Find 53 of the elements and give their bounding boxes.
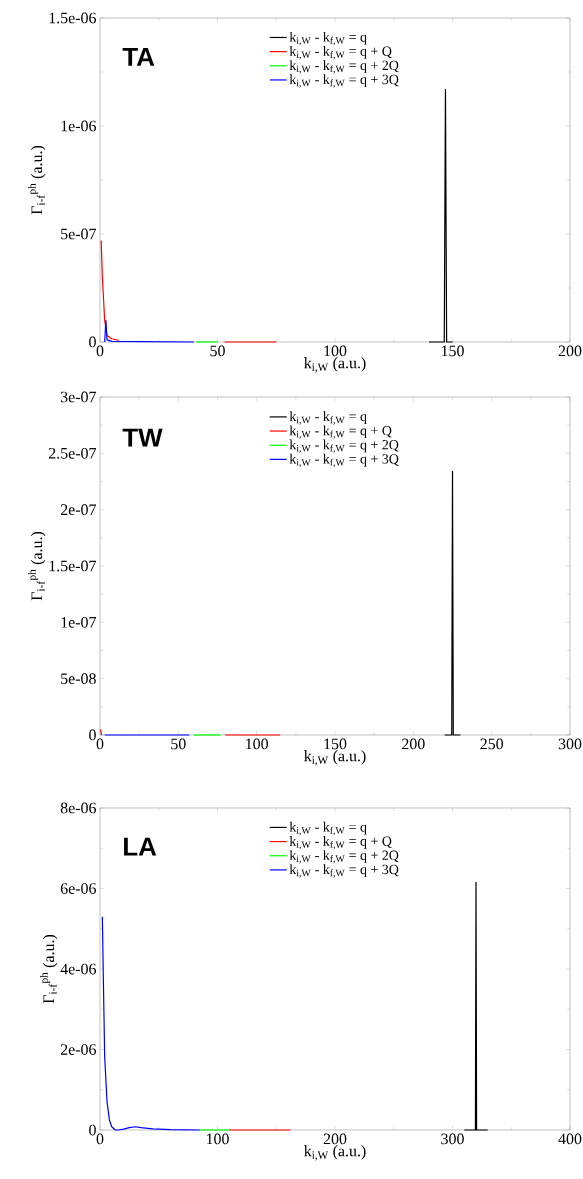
line-series <box>101 916 201 1131</box>
legend-label: k$_{i,W}$ - k$_{f,W}$ = q + Q <box>289 835 392 850</box>
y-axis-title: Γ$_{i-f}$$^{ph}$ (a.u.) <box>28 531 46 601</box>
x-axis-title: k$_{i,W}$ (a.u.) <box>304 1145 366 1161</box>
y-tick-label: 0 <box>89 336 96 348</box>
legend-label: k$_{i,W}$ - k$_{f,W}$ = q + 2Q <box>289 439 399 453</box>
x-tick-label: 400 <box>558 1133 582 1145</box>
y-axis-title: Γ$_{i-f}$$^{ph}$ (a.u.) <box>28 145 46 215</box>
y-tick-label: 2e-06 <box>60 1044 97 1055</box>
legend-label: k$_{i,W}$ - k$_{f,W}$ = q <box>289 31 367 46</box>
x-tick-label: 250 <box>480 738 504 750</box>
legend-label: k$_{i,W}$ - k$_{f,W}$ = q <box>289 821 367 836</box>
y-axis-title: Γ$_{i-f}$$^{ph}$ (a.u.) <box>39 934 58 1004</box>
y-tick-label: 3e-07 <box>60 391 97 403</box>
legend-label: k$_{i,W}$ - k$_{f,W}$ = q + 2Q <box>289 850 399 864</box>
x-tick-label: 200 <box>558 345 582 357</box>
legend-label: k$_{i,W}$ - k$_{f,W}$ = q + Q <box>289 46 392 60</box>
legend-label: k$_{i,W}$ - k$_{f,W}$ = q + Q <box>289 425 392 439</box>
legend-label: k$_{i,W}$ - k$_{f,W}$ = q + 3Q <box>289 74 399 88</box>
legend-label: k$_{i,W}$ - k$_{f,W}$ = q + 3Q <box>289 453 399 468</box>
x-tick-label: 50 <box>171 738 186 750</box>
x-tick-label: 300 <box>558 738 582 750</box>
x-tick-label: 100 <box>246 738 269 750</box>
x-tick-label: 150 <box>441 345 464 357</box>
text: LA <box>124 837 157 856</box>
x-axis-title: k$_{i,W}$ (a.u.) <box>304 357 366 373</box>
x-tick-label: 50 <box>210 345 225 357</box>
y-tick-label: 1.5e-07 <box>49 560 97 572</box>
y-tick-label: 5e-08 <box>61 673 96 685</box>
text: TW <box>122 428 163 447</box>
x-tick-label: 100 <box>206 1133 229 1145</box>
y-tick-label: 8e-06 <box>60 802 97 814</box>
x-axis-title: k$_{i,W}$ (a.u.) <box>304 750 366 766</box>
y-tick-label: 5e-07 <box>61 228 97 240</box>
x-tick-label: 200 <box>323 1133 347 1145</box>
y-tick-label: 0 <box>89 1124 96 1136</box>
y-tick-label: 4e-06 <box>60 963 97 975</box>
legend-label: k$_{i,W}$ - k$_{f,W}$ = q <box>289 411 367 425</box>
x-tick-label: 200 <box>402 738 425 750</box>
x-tick-label: 150 <box>324 738 347 750</box>
y-tick-label: 1e-07 <box>61 616 97 628</box>
x-tick-label: 100 <box>324 345 347 357</box>
line-series <box>104 319 195 343</box>
y-tick-label: 0 <box>89 729 96 741</box>
x-tick-label: 300 <box>441 1133 464 1145</box>
y-tick-label: 2e-07 <box>60 504 97 516</box>
legend-label: k$_{i,W}$ - k$_{f,W}$ = q + 2Q <box>289 60 399 74</box>
y-tick-label: 6e-06 <box>60 883 97 894</box>
legend-label: k$_{i,W}$ - k$_{f,W}$ = q + 3Q <box>289 864 399 878</box>
text: TA <box>122 47 155 66</box>
y-tick-label: 2.5e-07 <box>48 447 97 459</box>
y-tick-label: 1.5e-06 <box>49 12 97 24</box>
y-tick-label: 1e-06 <box>61 120 97 132</box>
